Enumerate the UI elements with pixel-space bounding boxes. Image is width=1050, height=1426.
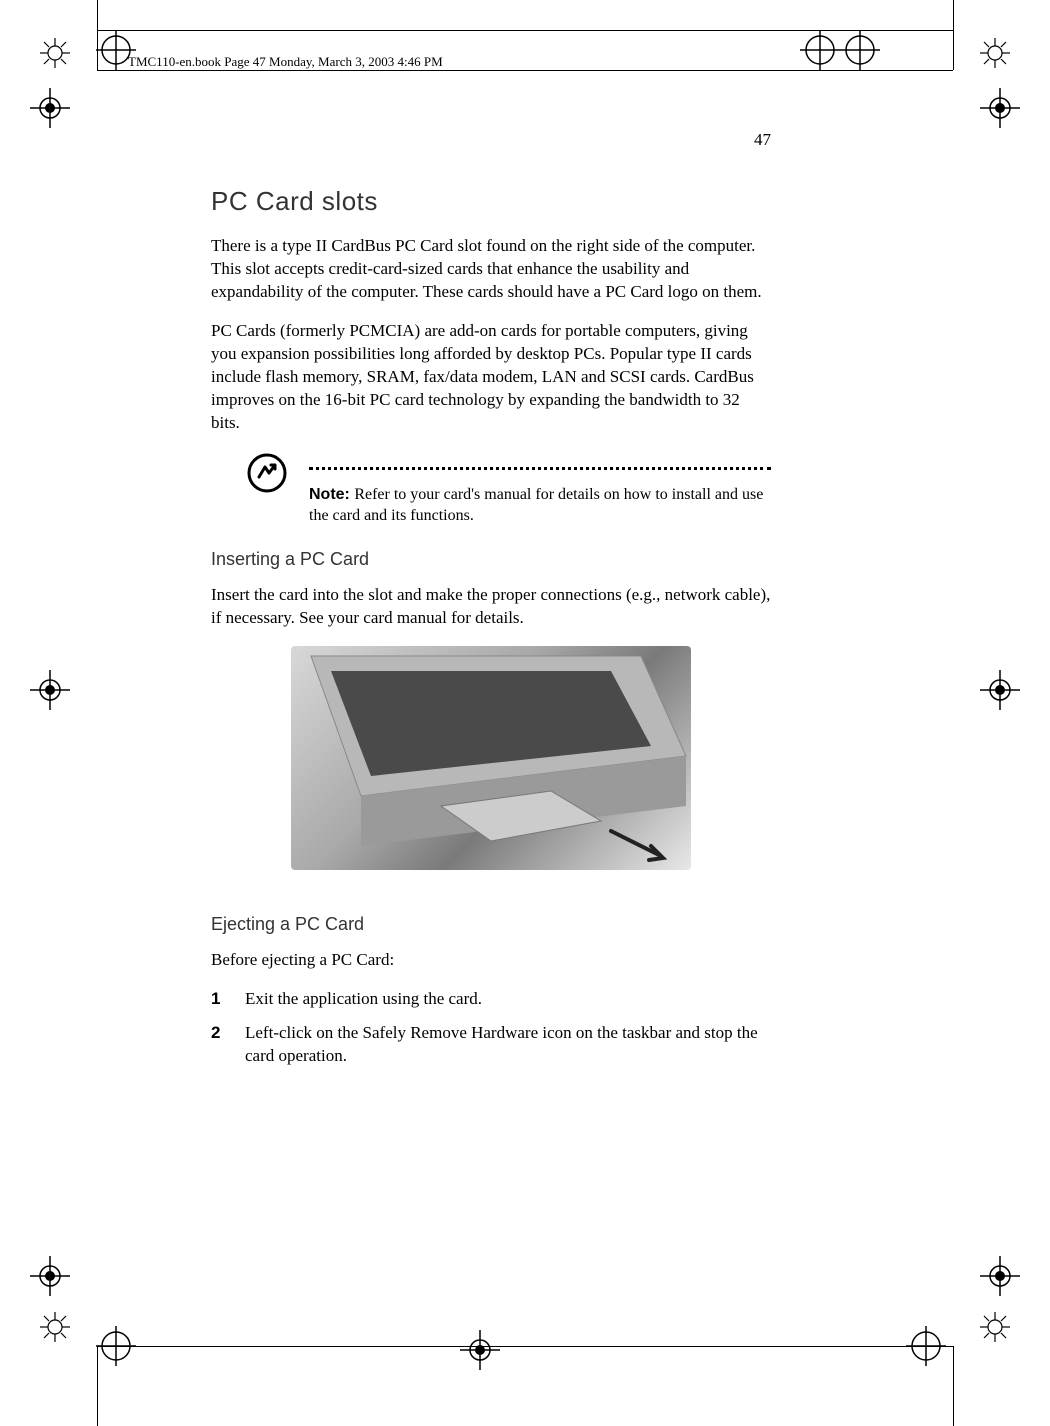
page-header-text: TMC110-en.book Page 47 Monday, March 3, … bbox=[128, 54, 443, 70]
list-text: Exit the application using the card. bbox=[245, 988, 771, 1011]
crop-circle-icon bbox=[906, 1326, 946, 1366]
registration-mark-icon bbox=[980, 1256, 1020, 1296]
list-item: 1 Exit the application using the card. bbox=[211, 988, 771, 1011]
crop-circle-icon bbox=[96, 1326, 136, 1366]
frame-line-top-inner bbox=[97, 70, 953, 71]
registration-mark-icon bbox=[980, 88, 1020, 128]
subsection-title-inserting: Inserting a PC Card bbox=[211, 549, 771, 570]
crop-circle-icon bbox=[800, 30, 840, 70]
list-number: 2 bbox=[211, 1022, 245, 1068]
note-body: Refer to your card's manual for details … bbox=[309, 486, 763, 525]
note-icon bbox=[247, 453, 287, 493]
figure-laptop-pccard bbox=[211, 646, 771, 870]
subsection-title-ejecting: Ejecting a PC Card bbox=[211, 914, 771, 935]
registration-mark-icon bbox=[30, 1256, 70, 1296]
section-title: PC Card slots bbox=[211, 186, 771, 217]
registration-mark-icon bbox=[30, 88, 70, 128]
note-divider bbox=[309, 467, 771, 470]
frame-line-top-right-v bbox=[953, 0, 954, 70]
body-paragraph: Insert the card into the slot and make t… bbox=[211, 584, 771, 630]
registration-mark-icon bbox=[30, 670, 70, 710]
registration-mark-icon bbox=[460, 1330, 500, 1370]
printer-mark-icon bbox=[978, 1310, 1012, 1344]
body-paragraph: Before ejecting a PC Card: bbox=[211, 949, 771, 972]
ejecting-steps-list: 1 Exit the application using the card. 2… bbox=[211, 988, 771, 1069]
body-paragraph: PC Cards (formerly PCMCIA) are add-on ca… bbox=[211, 320, 771, 435]
printer-mark-icon bbox=[38, 1310, 72, 1344]
note-label: Note: bbox=[309, 486, 354, 503]
note-text: Note: Refer to your card's manual for de… bbox=[309, 484, 771, 527]
frame-line-bottom bbox=[97, 1346, 953, 1347]
note-content: Note: Refer to your card's manual for de… bbox=[309, 453, 771, 527]
printer-mark-icon bbox=[38, 36, 72, 70]
page-number: 47 bbox=[211, 130, 771, 150]
registration-mark-icon bbox=[980, 670, 1020, 710]
list-number: 1 bbox=[211, 988, 245, 1011]
crop-circle-icon bbox=[840, 30, 880, 70]
frame-line-bottom-right-v bbox=[953, 1346, 954, 1426]
list-text: Left-click on the Safely Remove Hardware… bbox=[245, 1022, 771, 1068]
list-item: 2 Left-click on the Safely Remove Hardwa… bbox=[211, 1022, 771, 1068]
body-paragraph: There is a type II CardBus PC Card slot … bbox=[211, 235, 771, 304]
figure-image-placeholder bbox=[291, 646, 691, 870]
printer-mark-icon bbox=[978, 36, 1012, 70]
page-content: 47 PC Card slots There is a type II Card… bbox=[211, 130, 771, 1080]
note-block: Note: Refer to your card's manual for de… bbox=[247, 453, 771, 527]
